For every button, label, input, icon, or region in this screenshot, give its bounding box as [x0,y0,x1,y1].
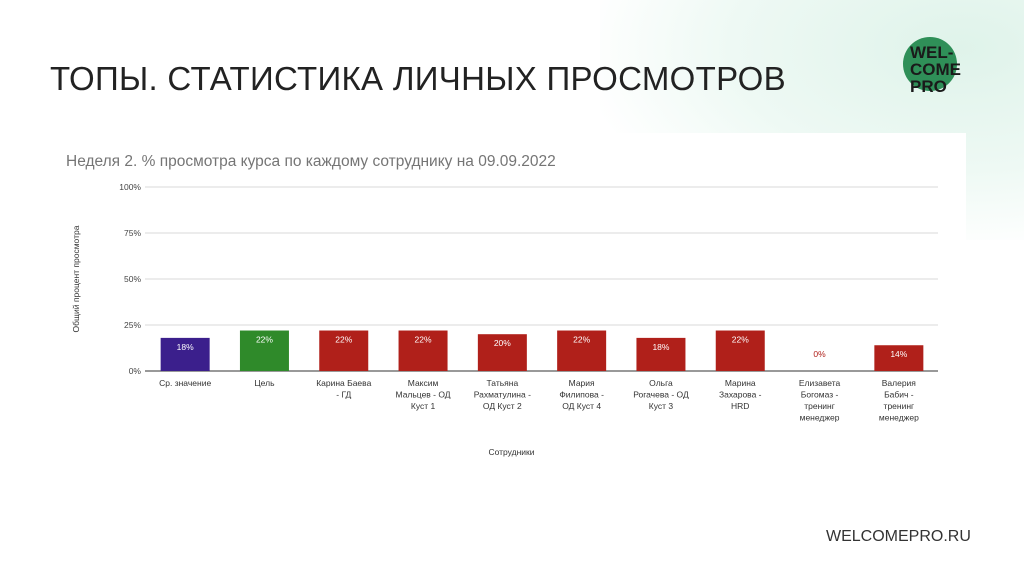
data-label: 20% [494,338,511,348]
bar [477,334,527,371]
bar [715,330,765,371]
x-tick-label: Мальцев - ОД [396,390,451,400]
logo-line: WEL- [910,43,953,62]
x-tick-label: Богомаз - [801,390,839,400]
footer-url: WELCOMEPRO.RU [826,528,971,545]
x-tick-label: Карина Баева [316,378,371,388]
x-tick-label: Марина [725,378,756,388]
y-tick-label: 100% [119,182,141,192]
x-tick-label: Цель [254,378,275,388]
data-label: 18% [652,342,669,352]
data-label: 0% [813,349,826,359]
x-tick-label: Валерия [882,378,917,388]
x-tick-label: Захарова - [719,390,762,400]
x-tick-label: Ср. значение [159,378,211,388]
x-tick-label: Куст 1 [411,401,436,411]
bar [319,330,369,371]
y-tick-label: 50% [124,274,141,284]
bar [557,330,607,371]
bar [239,330,289,371]
chart-title: Неделя 2. % просмотра курса по каждому с… [66,153,556,170]
data-label: 22% [415,335,432,345]
x-tick-label: - ГД [336,390,351,400]
y-tick-label: 25% [124,320,141,330]
y-tick-label: 75% [124,228,141,238]
x-tick-label: Рогачева - ОД [633,390,689,400]
data-label: 14% [890,349,907,359]
logo-circle [903,37,957,91]
x-tick-label: HRD [731,401,749,411]
bar [874,345,924,371]
x-tick-label: Мария [569,378,595,388]
x-tick-label: Бабич - [884,390,914,400]
x-tick-label: Филипова - [559,390,604,400]
x-tick-label: тренинг [804,401,835,411]
x-tick-label: менеджер [879,413,919,423]
bar [160,337,210,371]
y-tick-label: 0% [129,366,142,376]
y-axis-title: Общий процент просмотра [71,225,81,332]
x-tick-label: тренинг [884,401,915,411]
data-label: 22% [256,335,273,345]
chart-panel: Неделя 2. % просмотра курса по каждому с… [53,133,966,473]
slide-title: ТОПЫ. СТАТИСТИКА ЛИЧНЫХ ПРОСМОТРОВ [50,60,786,97]
bar [398,330,448,371]
x-tick-label: Елизавета [799,378,841,388]
data-label: 22% [335,335,352,345]
x-tick-label: ОД Куст 4 [562,401,601,411]
x-tick-label: Татьяна [486,378,518,388]
data-label: 22% [573,335,590,345]
x-tick-label: менеджер [800,413,840,423]
logo-line: COME [910,60,961,79]
logo-line: PRO [910,77,947,96]
x-tick-label: Максим [408,378,439,388]
data-label: 18% [177,342,194,352]
x-tick-label: ОД Куст 2 [483,401,522,411]
bar-chart: Неделя 2. % просмотра курса по каждому с… [66,153,938,457]
x-tick-label: Ольга [649,378,673,388]
data-label: 22% [732,335,749,345]
x-axis-title: Сотрудники [488,447,534,457]
x-tick-label: Куст 3 [649,401,674,411]
welcomepro-logo: WEL- COME PRO [903,37,961,96]
x-tick-label: Рахматулина - [474,390,531,400]
bar [636,337,686,371]
